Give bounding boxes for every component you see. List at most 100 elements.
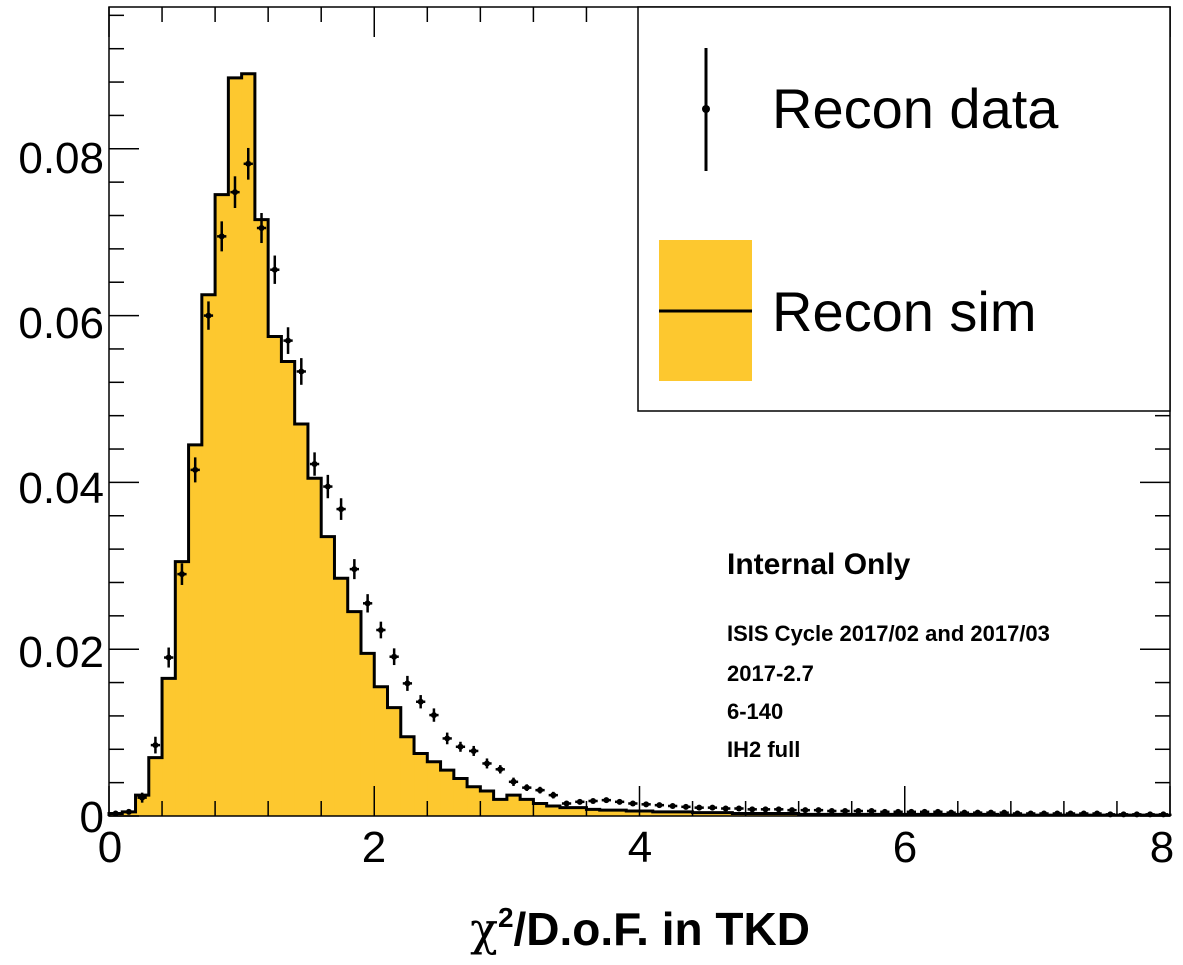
y-tick-label: 0.04 [18,464,104,513]
data-point [508,777,519,786]
sim-bin [215,194,229,816]
data-point [906,808,917,815]
data-point [668,802,678,809]
data-point [256,213,267,244]
sim-bin [612,810,627,816]
data-point [628,800,638,807]
sim-bin [467,786,481,816]
y-tick-labels: 0 0.02 0.04 0.06 0.08 [18,134,104,842]
sim-bin [679,811,694,816]
y-tick-label: 0 [80,793,104,842]
data-point [150,736,161,754]
data-point [893,808,903,815]
sim-bin [546,805,561,816]
sim-bin [520,799,534,816]
sim-bin [281,361,296,816]
annotation-line: IH2 full [727,737,800,762]
data-point [614,798,625,805]
data-point [654,802,665,809]
data-point [721,805,731,812]
sim-bin [400,736,415,816]
sim-bin [559,807,574,816]
sim-bin [573,807,588,816]
data-point [362,594,373,613]
data-point [973,809,983,816]
sim-bin [480,790,495,816]
legend: Recon data Recon sim [637,6,1171,412]
sim-bin [162,678,176,816]
data-point [853,807,863,814]
data-point [1079,810,1089,817]
x-tick-label: 4 [628,823,652,872]
data-point [641,801,651,808]
annotations: Internal Only ISIS Cycle 2017/02 and 201… [727,548,1050,762]
sim-bin [254,219,269,816]
data-point [880,808,890,815]
data-point [774,806,784,813]
x-tick-label: 2 [362,823,386,872]
data-point [827,807,837,814]
data-point [442,732,452,745]
data-point [482,758,492,769]
sim-bin [268,336,283,816]
data-point [137,792,147,803]
sim-bin [533,803,548,816]
x-axis-label: χ2/D.o.F. in TKD [470,902,810,956]
sim-bin [347,611,362,816]
data-point [522,784,532,791]
data-point [933,808,943,815]
sim-bin [626,810,641,816]
sim-bin [334,578,349,816]
data-point [230,176,240,208]
data-point [999,809,1009,816]
y-tick-label: 0.08 [18,134,104,183]
data-point [681,803,691,810]
sim-histogram-fill [109,73,1171,817]
annotation-heading: Internal Only [727,548,911,581]
legend-label-sim: Recon sim [772,280,1037,343]
data-point [535,786,545,794]
sim-bin [374,686,389,816]
x-axis-label-sup: 2 [498,902,514,933]
data-point [959,809,970,816]
data-point [429,708,439,722]
data-point [469,745,479,756]
x-tick-label: 0 [98,823,122,872]
data-point [111,810,121,817]
sim-bin [440,770,455,816]
sim-bin [493,799,508,816]
data-point [402,675,413,691]
x-tick-labels: 0 2 4 6 8 [98,823,1174,872]
data-point [866,807,877,814]
sim-bin [307,478,322,816]
x-axis-label-chi: χ [470,902,498,956]
data-point [1065,810,1076,817]
sim-bin [228,77,243,817]
data-point [190,457,200,483]
x-tick-label: 8 [1150,823,1174,872]
x-tick-label: 6 [893,823,917,872]
sim-bin [188,444,203,816]
sim-bin [666,811,680,816]
data-point [787,807,797,814]
sim-bin [719,812,733,816]
data-point [336,498,346,520]
data-point [986,809,996,816]
data-point [946,809,956,816]
data-point [203,301,214,330]
sim-bin [692,812,707,816]
sim-bin [506,795,521,816]
data-point [323,474,333,499]
data-point [164,647,174,668]
data-point [734,805,744,812]
data-point [561,800,572,807]
data-point [694,804,704,811]
data-point [495,765,505,774]
annotation-line: 2017-2.7 [727,661,814,686]
data-point [840,807,850,814]
data-point [309,452,320,476]
y-tick-label: 0.02 [18,628,104,677]
sim-bin [201,294,216,816]
sim-bin [599,810,614,816]
data-point [376,621,386,639]
